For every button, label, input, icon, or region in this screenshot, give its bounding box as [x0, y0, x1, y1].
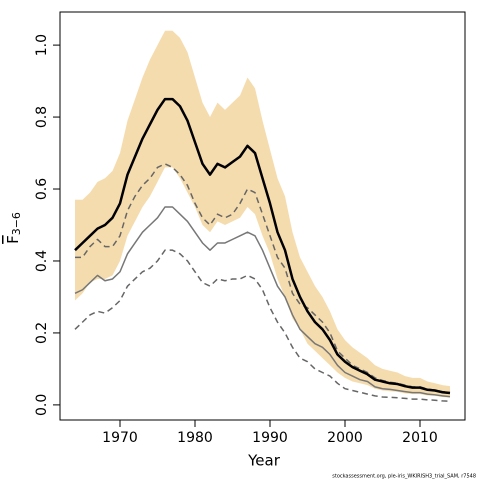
confidence-band — [75, 30, 450, 398]
y-label-symbol: F — [4, 235, 22, 244]
plot-frame — [59, 11, 466, 421]
y-tick-label: 0.8 — [34, 106, 50, 128]
x-tick-label: 1990 — [252, 430, 288, 446]
x-tick-label: 2000 — [327, 430, 363, 446]
series-line — [74, 249, 451, 403]
y-axis-label: F3−6 — [4, 212, 24, 244]
x-axis-label: Year — [247, 452, 281, 470]
y-tick-label: 0.6 — [34, 178, 50, 200]
y-tick-label: 1.0 — [34, 34, 50, 56]
x-tick-label: 1980 — [177, 430, 213, 446]
y-tick-label: 0.4 — [34, 250, 50, 272]
x-tick-label: 2010 — [402, 430, 438, 446]
y-tick-label: 0.2 — [34, 322, 50, 344]
y-label-subscript: 3−6 — [10, 212, 23, 235]
series-line — [74, 97, 451, 395]
y-tick-label: 0.0 — [34, 394, 50, 416]
footnote: stockassessment.org, ple-iris_WKIRISH3_t… — [332, 474, 476, 480]
series-line — [74, 206, 451, 398]
plot-area — [74, 30, 451, 403]
x-tick-label: 1970 — [102, 430, 138, 446]
